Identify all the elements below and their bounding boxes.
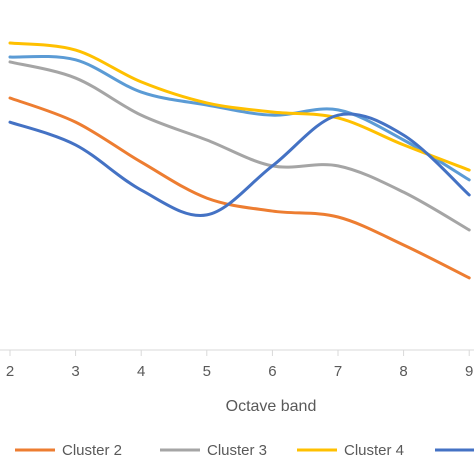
x-tick-label: 4	[137, 363, 145, 380]
x-tick-label: 9	[465, 363, 473, 380]
legend-label: Cluster 3	[207, 442, 267, 459]
legend-label: Cluster 2	[62, 442, 122, 459]
x-tick-label: 5	[203, 363, 211, 380]
x-tick-label: 8	[399, 363, 407, 380]
x-tick-label: 2	[6, 363, 14, 380]
series-line	[8, 96, 471, 280]
x-tick-label: 7	[334, 363, 342, 380]
series-line	[8, 41, 471, 172]
series-line	[8, 60, 471, 232]
x-axis-title: Octave band	[226, 398, 317, 415]
series-line	[8, 54, 471, 182]
x-tick-label: 6	[268, 363, 276, 380]
series-line	[8, 112, 471, 217]
legend-label: Cluster 4	[344, 442, 404, 459]
x-tick-label: 3	[71, 363, 79, 380]
